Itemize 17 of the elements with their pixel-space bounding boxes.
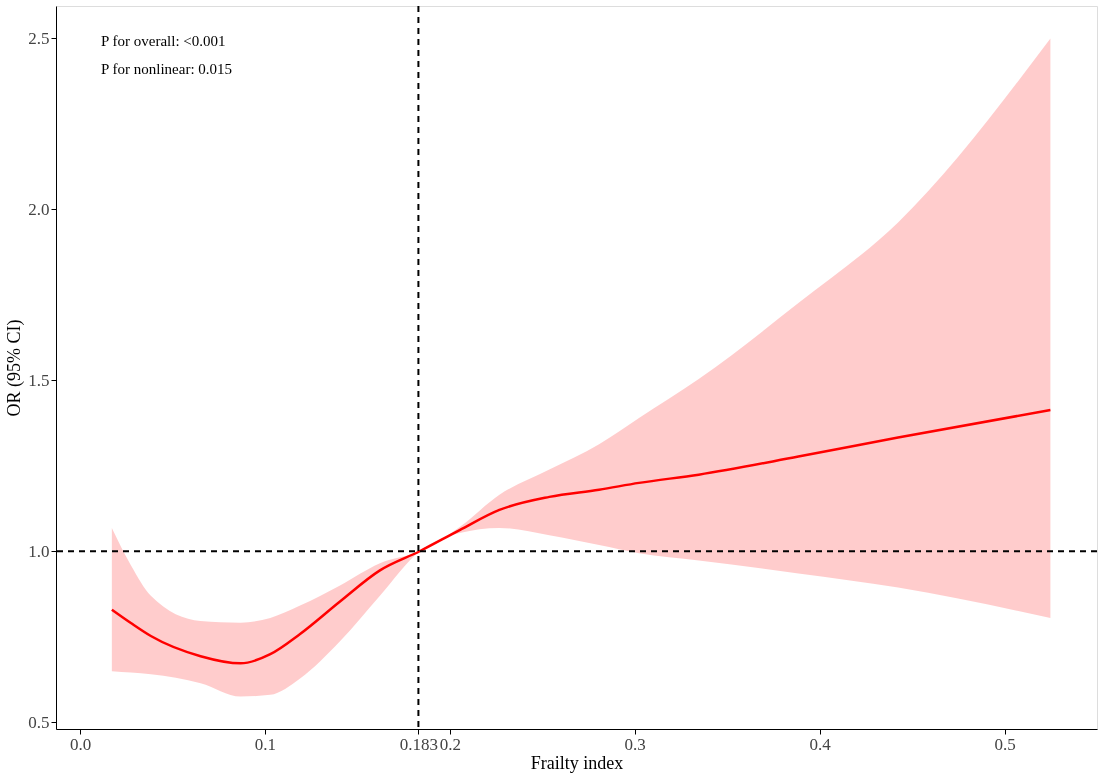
annotation: P for nonlinear: 0.015 xyxy=(101,61,233,77)
x-tick-label: 0.3 xyxy=(624,734,646,754)
x-tick-label: 0.183 xyxy=(399,734,439,754)
x-tick-label: 0.4 xyxy=(809,734,832,754)
x-tick-label: 0.0 xyxy=(69,734,92,754)
x-axis-title: Frailty index xyxy=(530,752,624,773)
annotation: P for overall: <0.001 xyxy=(101,33,226,49)
y-tick-label: 2.0 xyxy=(28,199,50,219)
y-tick-label: 0.5 xyxy=(28,712,50,732)
x-tick-label: 0.2 xyxy=(439,734,461,754)
y-tick-label: 2.5 xyxy=(28,28,50,48)
y-tick-label: 1.5 xyxy=(28,370,50,390)
x-tick-label: 0.5 xyxy=(994,734,1016,754)
line-series xyxy=(110,408,1052,665)
x-tick-label: 0.1 xyxy=(254,734,277,754)
y-axis-title: OR (95% CI) xyxy=(4,319,26,417)
y-tick-label: 1.0 xyxy=(28,541,50,561)
